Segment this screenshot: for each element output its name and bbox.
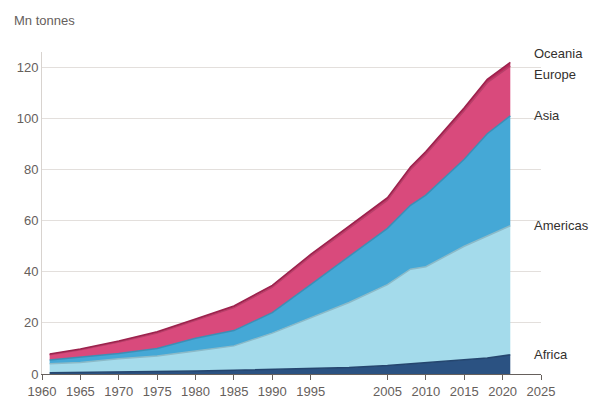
svg-text:Americas: Americas [534, 218, 589, 233]
svg-text:20: 20 [24, 315, 38, 330]
svg-text:1980: 1980 [181, 384, 210, 399]
svg-text:Asia: Asia [534, 108, 560, 123]
svg-text:1995: 1995 [296, 384, 325, 399]
svg-text:100: 100 [17, 111, 39, 126]
svg-text:60: 60 [24, 213, 38, 228]
svg-text:1970: 1970 [104, 384, 133, 399]
svg-text:2005: 2005 [373, 384, 402, 399]
svg-text:40: 40 [24, 264, 38, 279]
svg-text:1960: 1960 [28, 384, 57, 399]
svg-text:1990: 1990 [258, 384, 287, 399]
svg-text:80: 80 [24, 162, 38, 177]
svg-text:Oceania: Oceania [534, 46, 583, 61]
svg-text:Mn tonnes: Mn tonnes [14, 13, 75, 28]
svg-text:1985: 1985 [219, 384, 248, 399]
svg-text:2010: 2010 [411, 384, 440, 399]
svg-text:2015: 2015 [450, 384, 479, 399]
svg-text:0: 0 [31, 367, 38, 382]
svg-text:2025: 2025 [527, 384, 556, 399]
svg-text:120: 120 [17, 60, 39, 75]
svg-text:1975: 1975 [143, 384, 172, 399]
svg-text:1965: 1965 [66, 384, 95, 399]
svg-text:2020: 2020 [488, 384, 517, 399]
svg-text:Europe: Europe [534, 67, 576, 82]
svg-text:Africa: Africa [534, 347, 568, 362]
